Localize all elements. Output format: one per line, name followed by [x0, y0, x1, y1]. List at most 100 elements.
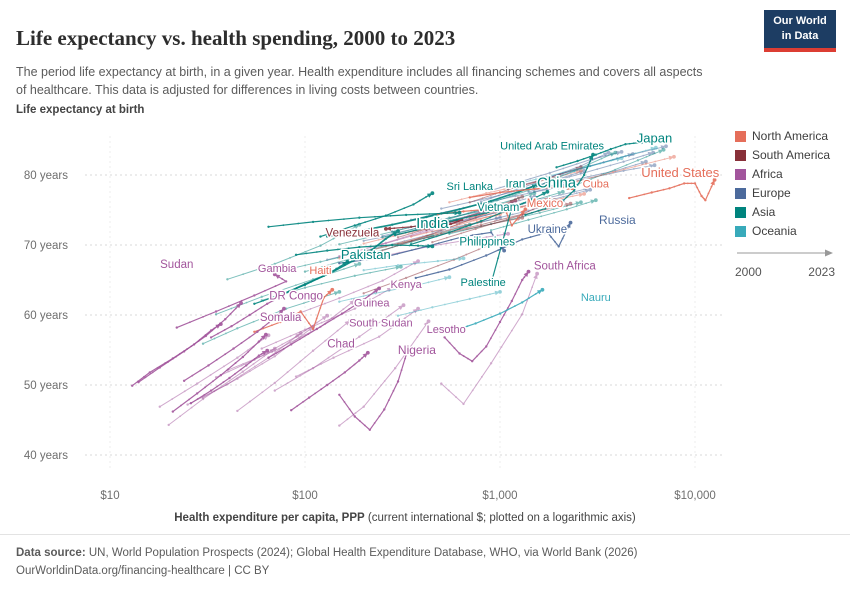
- country-trajectory[interactable]: [175, 272, 288, 329]
- country-label[interactable]: South Sudan: [348, 316, 415, 331]
- country-trajectory[interactable]: [209, 292, 286, 339]
- country-label[interactable]: Guinea: [353, 296, 392, 311]
- legend-swatch-icon: [735, 187, 746, 199]
- country-label[interactable]: Japan: [635, 129, 673, 147]
- background-trajectory: [396, 290, 502, 317]
- country-trajectory[interactable]: [524, 152, 595, 217]
- background-trajectory: [226, 298, 357, 372]
- country-trajectory[interactable]: [393, 206, 514, 286]
- background-trajectory: [338, 275, 452, 303]
- background-trajectory: [576, 154, 676, 183]
- country-label[interactable]: United Arab Emirates: [499, 139, 606, 154]
- footer-link[interactable]: OurWorldinData.org/financing-healthcare …: [16, 565, 270, 578]
- country-trajectory[interactable]: [338, 345, 411, 431]
- country-label[interactable]: Sudan: [159, 257, 195, 272]
- legend-swatch-icon: [735, 168, 746, 180]
- x-axis-title-rest: (current international $; plotted on a l…: [364, 512, 636, 524]
- continent-legend: North America South America Africa Europe As…: [735, 129, 830, 243]
- background-trajectory: [440, 271, 540, 406]
- country-label[interactable]: Sri Lanka: [445, 180, 495, 195]
- y-axis-title: Life expectancy at birth: [16, 104, 145, 116]
- legend-item-oceania[interactable]: Oceania: [735, 224, 830, 238]
- legend-label: Europe: [752, 186, 791, 200]
- data-source-text: UN, World Population Prospects (2024); G…: [85, 547, 638, 559]
- country-trajectory[interactable]: [253, 259, 350, 305]
- legend-swatch-icon: [735, 206, 746, 218]
- country-trajectory[interactable]: [555, 138, 648, 169]
- country-trajectory[interactable]: [253, 287, 335, 333]
- x-tick-label: $10: [100, 490, 119, 502]
- background-trajectory: [236, 318, 352, 413]
- country-trajectory[interactable]: [131, 322, 223, 387]
- legend-label: Asia: [752, 205, 776, 219]
- country-label[interactable]: Mexico: [525, 197, 564, 212]
- background-trajectory: [186, 331, 303, 406]
- background-trajectory: [273, 303, 406, 392]
- country-label[interactable]: Palestine: [459, 276, 507, 291]
- country-label[interactable]: Ukraine: [526, 222, 569, 237]
- background-trajectory: [362, 256, 466, 272]
- country-trajectory[interactable]: [182, 306, 286, 382]
- country-label[interactable]: Gambia: [256, 262, 298, 277]
- country-label[interactable]: Haiti: [308, 264, 333, 279]
- legend-item-africa[interactable]: Africa: [735, 167, 830, 181]
- country-trajectory[interactable]: [468, 185, 575, 199]
- country-label[interactable]: Lesotho: [425, 323, 467, 338]
- country-label[interactable]: Chad: [326, 337, 357, 352]
- country-label[interactable]: South Africa: [532, 259, 598, 274]
- legend-item-north-america[interactable]: North America: [735, 129, 830, 143]
- background-trajectory: [440, 198, 557, 235]
- time-legend: 2000 2023: [735, 245, 835, 279]
- country-label[interactable]: Pakistan: [339, 245, 392, 263]
- country-trajectory[interactable]: [189, 348, 270, 405]
- x-tick-label: $100: [292, 490, 318, 502]
- legend-item-europe[interactable]: Europe: [735, 186, 830, 200]
- country-label[interactable]: Kenya: [389, 278, 424, 293]
- country-label[interactable]: China: [535, 173, 578, 193]
- country-label[interactable]: India: [415, 214, 451, 234]
- country-trajectory[interactable]: [171, 332, 268, 413]
- country-label[interactable]: Iran: [504, 177, 527, 192]
- country-label[interactable]: Philippines: [458, 235, 517, 250]
- background-trajectory: [506, 156, 624, 188]
- x-tick-label: $1,000: [482, 490, 517, 502]
- background-trajectory: [167, 346, 277, 427]
- legend-label: South America: [752, 148, 831, 162]
- country-trajectory[interactable]: [267, 286, 382, 359]
- country-label[interactable]: Russia: [598, 211, 638, 228]
- country-trajectory[interactable]: [267, 210, 462, 228]
- background-trajectory: [565, 147, 666, 190]
- y-tick-label: 50 years: [24, 380, 68, 392]
- x-axis-title-bold: Health expenditure per capita, PPP: [174, 512, 365, 524]
- background-trajectory: [260, 285, 395, 350]
- country-label[interactable]: DR Congo: [268, 289, 325, 304]
- country-trajectory[interactable]: [449, 287, 545, 333]
- country-trajectory[interactable]: [443, 269, 531, 363]
- y-tick-label: 60 years: [24, 310, 68, 322]
- owid-logo-line2: in Data: [781, 29, 819, 42]
- country-label[interactable]: Venezuela: [324, 226, 381, 241]
- country-trajectory[interactable]: [290, 350, 370, 412]
- country-trajectory[interactable]: [294, 243, 435, 256]
- legend-label: Africa: [752, 167, 783, 181]
- legend-item-south-america[interactable]: South America: [735, 148, 830, 162]
- country-label[interactable]: Somalia: [258, 311, 303, 326]
- legend-swatch-icon: [735, 225, 746, 237]
- country-label[interactable]: Nigeria: [396, 342, 437, 359]
- legend-label: North America: [752, 129, 829, 143]
- country-trajectory[interactable]: [414, 220, 573, 280]
- chart-canvas: $10 $100 $1,000 $10,000 40 years 50 years 60 y…: [24, 129, 722, 502]
- owid-logo[interactable]: Our World in Data: [764, 10, 836, 52]
- country-label[interactable]: United States: [640, 163, 722, 181]
- gridlines: [85, 136, 722, 468]
- country-label[interactable]: Nauru: [579, 290, 612, 305]
- data-source-label: Data source:: [16, 547, 86, 559]
- country-label[interactable]: Vietnam: [476, 201, 521, 216]
- y-tick-label: 80 years: [24, 170, 68, 182]
- background-trajectory: [489, 198, 598, 232]
- page-title: Life expectancy vs. health spending, 200…: [16, 26, 456, 51]
- country-trajectory[interactable]: [628, 178, 717, 202]
- country-label[interactable]: Cuba: [581, 177, 611, 192]
- legend-item-asia[interactable]: Asia: [735, 205, 830, 219]
